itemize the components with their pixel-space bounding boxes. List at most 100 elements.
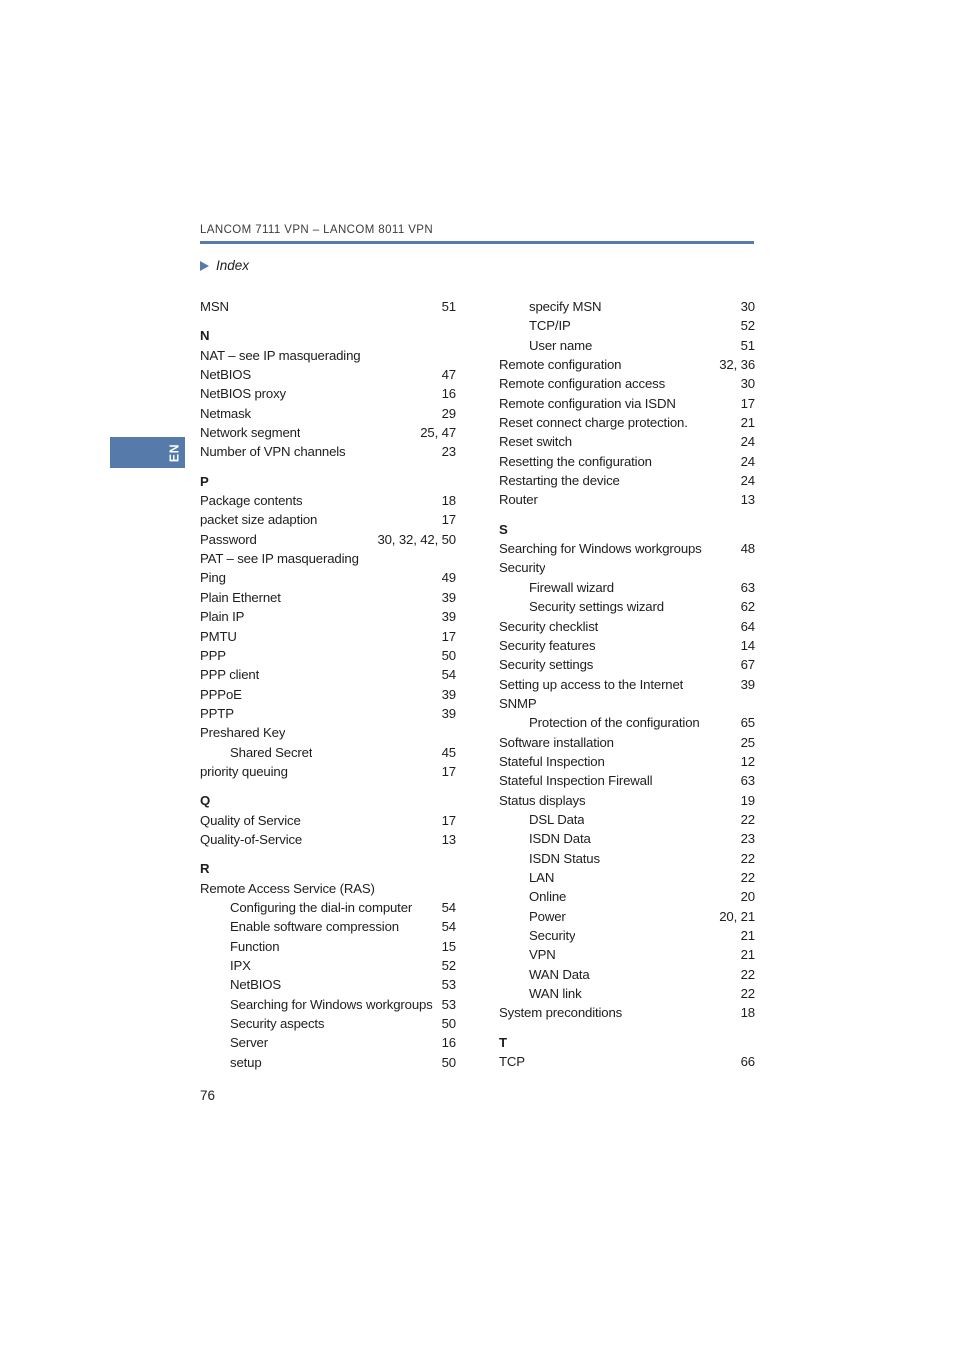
index-entry-pages: 50 [441,1054,457,1070]
index-entry-pages: 54 [441,899,457,915]
index-entry-pages: 25, 47 [420,425,456,441]
index-entry: Netmask 29 [200,404,456,423]
index-entry-pages: 67 [740,657,756,673]
index-entry-term: Router [499,492,538,508]
index-entry: NetBIOS 47 [200,365,456,384]
index-letter-heading: P [200,472,456,491]
index-entry-term: Preshared Key [200,725,286,741]
index-entry-term: User name [529,337,593,353]
index-entry-term: ISDN Data [529,831,591,847]
index-entry-term: Restarting the device [499,473,620,489]
index-entry: Remote configuration access 30 [499,374,755,393]
index-entry-term: Shared Secret [230,744,313,760]
index-entry-term: Number of VPN channels [200,444,346,460]
index-entry-pages: 17 [441,512,457,528]
index-entry-term: PAT – see IP masquerading [200,551,359,567]
index-entry-term: Resetting the configuration [499,453,652,469]
index-entry-pages: 23 [740,831,756,847]
index-entry-pages: 52 [441,958,457,973]
index-entry-pages: 16 [441,1035,457,1051]
index-entry-term: Reset switch [499,434,572,450]
index-entry-term: NetBIOS [200,367,251,383]
index-entry-term: PMTU [200,628,237,644]
index-entry-term: Remote Access Service (RAS) [200,880,375,896]
index-entry-pages: 22 [740,966,756,982]
index-entry: Function 15 [200,937,456,956]
index-entry-pages: 30, 32, 42, 50 [377,531,456,547]
index-entry: ISDN Data 23 [499,829,755,848]
index-entry-term: Quality-of-Service [200,831,303,847]
index-entry: priority queuing 17 [200,762,456,781]
index-entry-term: Netmask [200,405,251,421]
index-entry-pages: 22 [740,850,756,866]
index-entry: Plain IP 39 [200,607,456,626]
index-entry: Security features 14 [499,636,755,655]
index-entry-term: Reset connect charge protection. [499,415,688,431]
index-entry-term: Security [499,560,546,576]
index-entry-pages: 47 [441,367,457,383]
index-letter-heading: N [200,326,456,345]
index-entry: Stateful Inspection Firewall 63 [499,771,755,790]
index-entry-pages: 66 [740,1054,756,1070]
index-letter-heading: R [200,859,456,878]
index-entry-pages: 24 [740,434,756,450]
index-entry: Remote configuration 32, 36 [499,355,755,374]
index-entry-term: Remote configuration access [499,376,666,392]
index-entry: Password 30, 32, 42, 50 [200,530,456,549]
index-entry-term: LAN [529,869,555,885]
index-entry-term: MSN [200,299,229,314]
index-entry-term: Network segment [200,425,301,441]
index-entry-pages: 50 [441,647,457,663]
index-entry-term: PPPoE [200,686,242,702]
index-entry: Shared Secret 45 [200,743,456,762]
index-entry: Setting up access to the Internet 39 [499,675,755,694]
index-entry-term: Security checklist [499,618,599,634]
index-entry-pages: 53 [441,977,457,993]
index-entry-term: Security settings [499,657,594,673]
index-entry: WAN Data 22 [499,965,755,984]
index-entry-term: NetBIOS [230,977,281,993]
index-entry-term: WAN Data [529,966,590,982]
index-entry-term: Power [529,908,566,924]
index-entry: Stateful Inspection 12 [499,752,755,771]
index-entry: Security settings wizard 62 [499,597,755,616]
index-entry: SNMP [499,694,755,713]
index-entry-pages: 39 [740,676,756,692]
index-column-right: specify MSN 30 TCP/IP 52 User name 51 Remote c… [499,297,755,1071]
index-entry: Firewall wizard 63 [499,578,755,597]
index-entry-term: setup [230,1054,262,1070]
index-entry: Number of VPN channels 23 [200,442,456,461]
index-entry-pages: 17 [740,395,756,411]
index-entry-term: Security [529,928,576,943]
index-entry: PPPoE 39 [200,685,456,704]
index-entry-pages: 50 [441,1016,457,1032]
index-entry: Quality-of-Service 13 [200,830,456,849]
index-entry-pages: 14 [740,637,756,653]
index-entry: Package contents 18 [200,491,456,510]
index-entry: PPP 50 [200,646,456,665]
section-title: Index [216,258,250,273]
index-entry-term: Searching for Windows workgroups [230,996,433,1012]
index-entry: Security aspects 50 [200,1014,456,1033]
index-entry-pages: 20 [740,889,756,905]
index-letter-heading: T [499,1033,755,1052]
index-entry-pages: 20, 21 [719,908,755,924]
index-entry-term: Remote configuration [499,357,622,373]
index-entry-pages: 64 [740,618,756,634]
index-entry-pages: 39 [441,705,457,721]
index-entry: Reset connect charge protection. 21 [499,413,755,432]
index-entry-pages: 63 [740,773,756,789]
index-entry: specify MSN 30 [499,297,755,316]
index-entry: Resetting the configuration 24 [499,452,755,471]
index-entry: Security checklist 64 [499,617,755,636]
index-column-left: MSN 51 N NAT – see IP masquerading NetBIOS 47… [200,297,456,1072]
index-entry-pages: 13 [740,492,756,508]
index-entry-term: ISDN Status [529,850,600,866]
index-entry-pages: 25 [740,734,756,750]
index-entry-term: Stateful Inspection Firewall [499,773,653,789]
index-entry-term: TCP [499,1054,525,1070]
index-entry-term: specify MSN [529,299,602,314]
index-entry: VPN 21 [499,945,755,964]
index-entry-pages: 24 [740,453,756,469]
index-entry-pages: 30 [740,299,756,314]
